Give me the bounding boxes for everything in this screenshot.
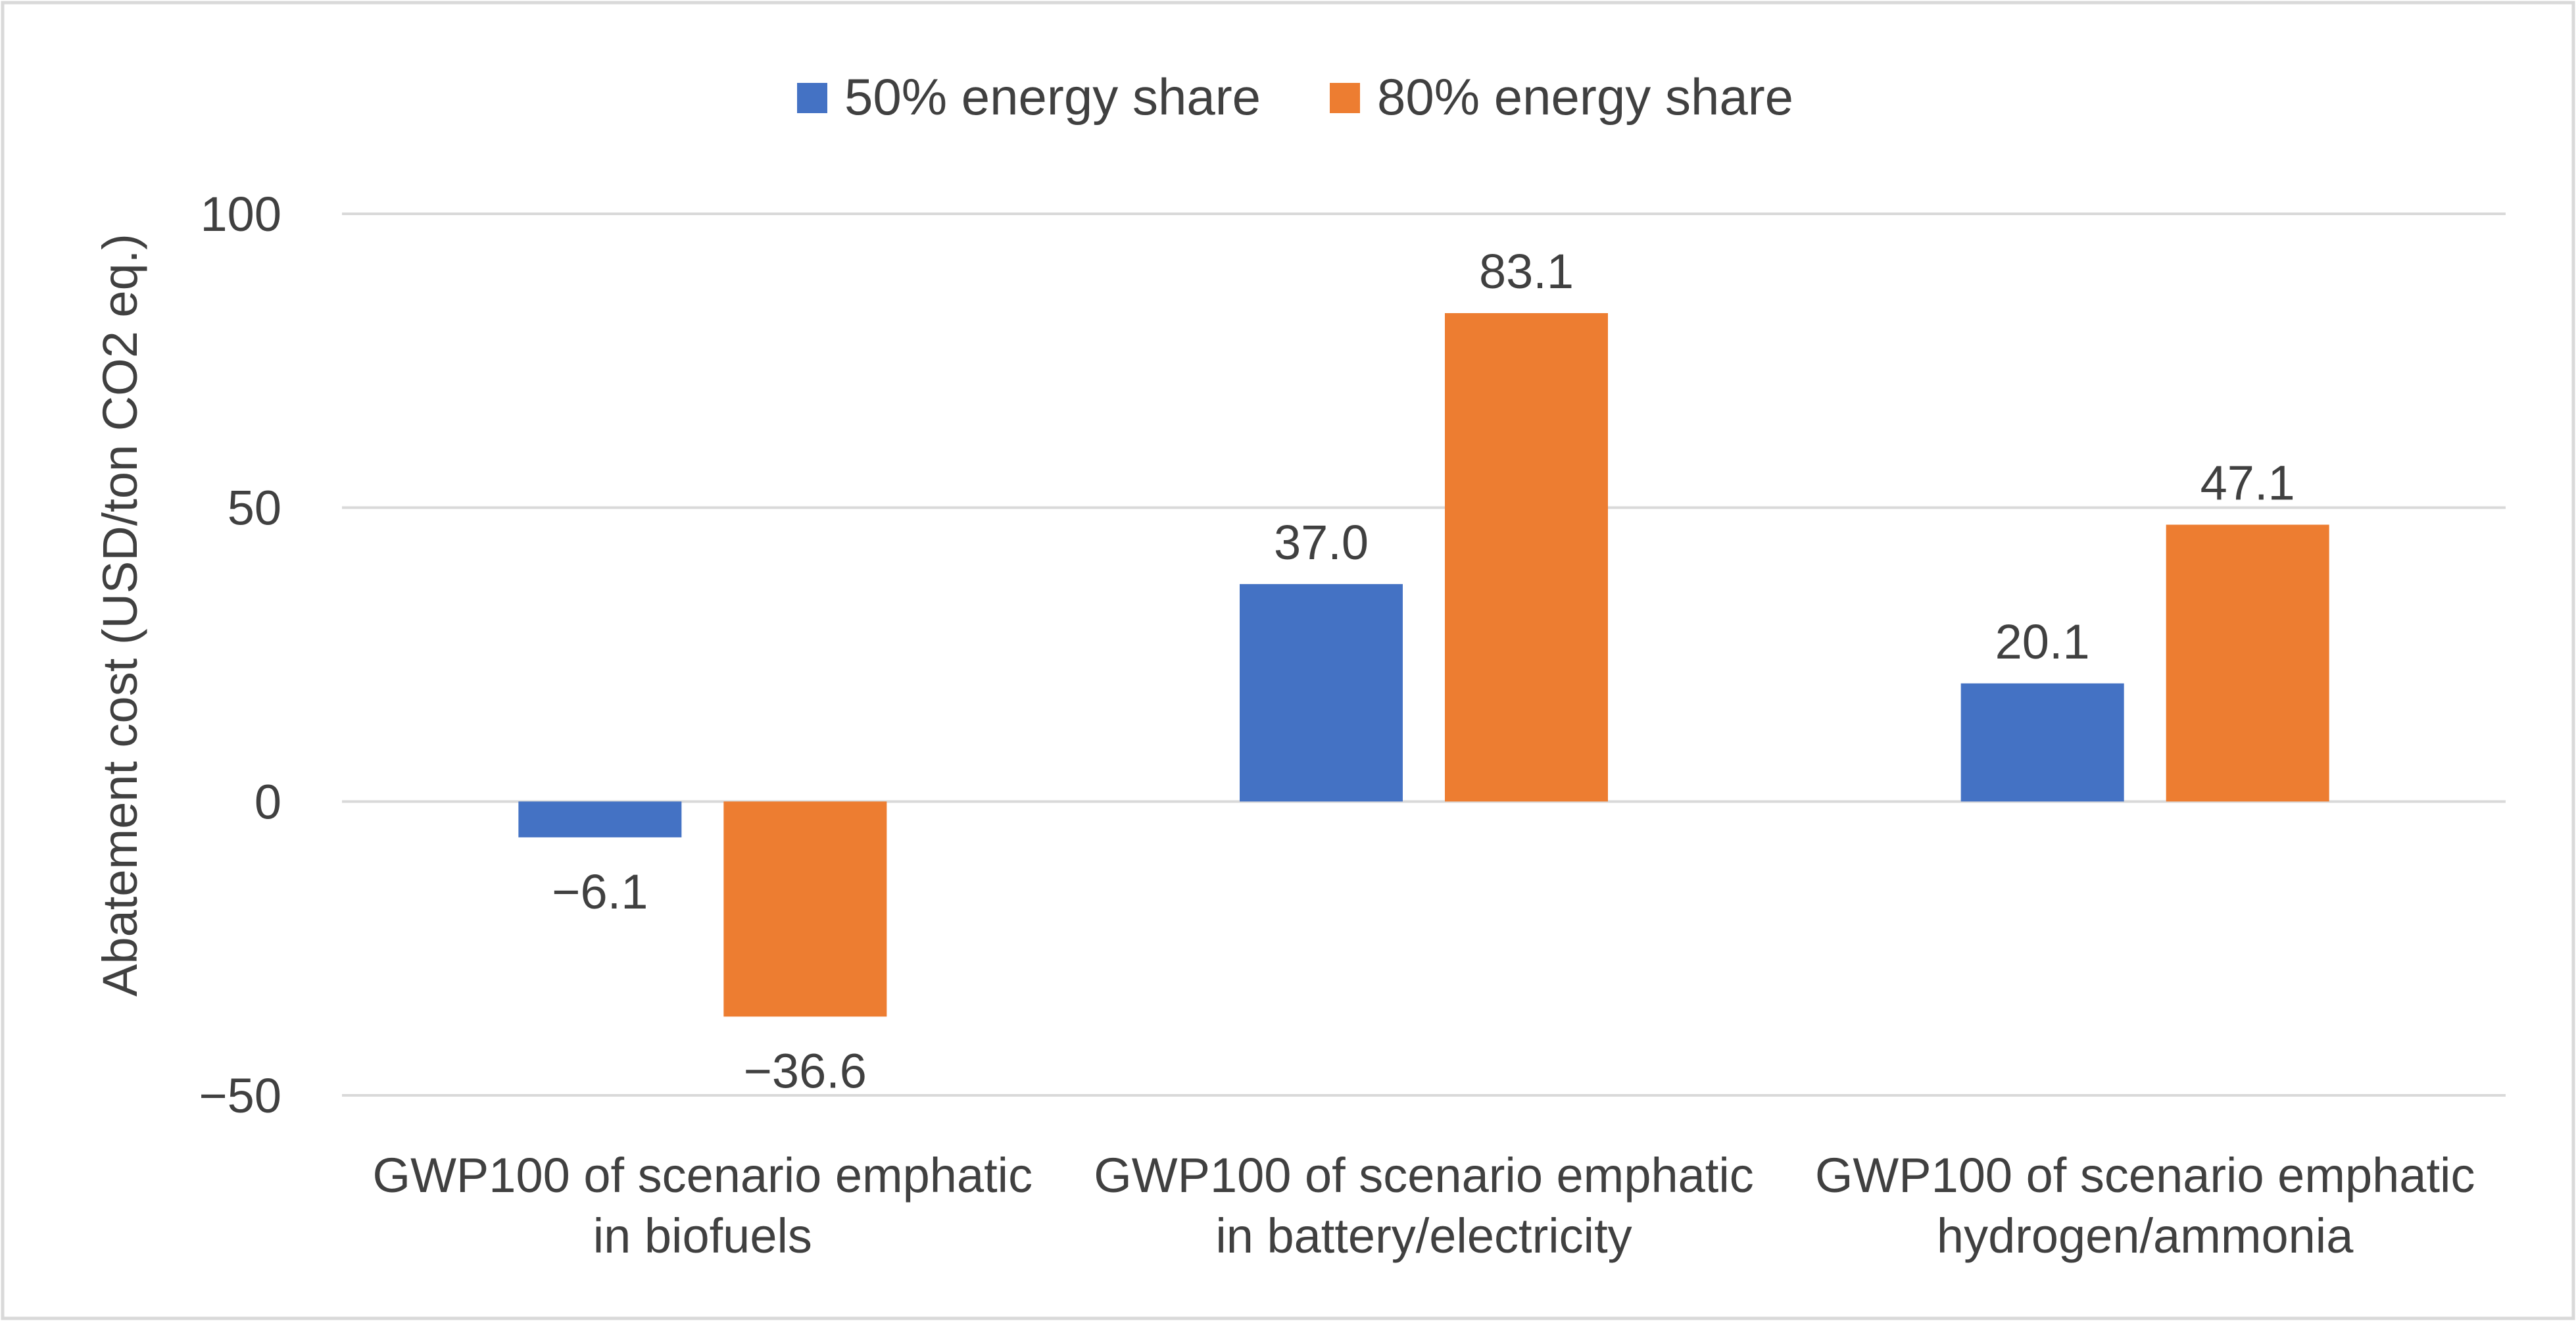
y-tick-label: −50	[199, 1068, 281, 1123]
data-label: 47.1	[2200, 456, 2295, 511]
legend-label: 80% energy share	[1377, 68, 1793, 126]
y-tick-label: 50	[228, 481, 281, 536]
bar	[2166, 524, 2329, 802]
data-label: 20.1	[1995, 614, 2090, 669]
x-category-label: GWP100 of scenario emphatic in biofuels	[373, 1148, 1033, 1263]
data-labels: −6.1 −36.6 37.0 83.1 20.1 47.1	[552, 244, 2295, 1098]
bar	[518, 801, 682, 837]
data-label: −6.1	[552, 864, 648, 919]
x-axis-categories: GWP100 of scenario emphatic in biofuels GW…	[373, 1148, 2475, 1263]
y-axis-title: Abatement cost (USD/ton CO2 eq.)	[93, 234, 147, 997]
data-label: 83.1	[1479, 244, 1574, 299]
legend-swatch	[797, 83, 827, 113]
gridlines	[342, 212, 2506, 1097]
legend-label: 50% energy share	[844, 68, 1261, 126]
bar	[1445, 312, 1608, 802]
y-tick-label: 100	[201, 187, 281, 241]
data-label: 37.0	[1274, 515, 1369, 570]
legend: 50% energy share 80% energy share	[797, 68, 1793, 126]
bar	[1240, 584, 1403, 802]
legend-swatch	[1330, 83, 1360, 113]
x-category-label: GWP100 of scenario emphatic hydrogen/ammo…	[1815, 1148, 2475, 1263]
bars	[518, 312, 2329, 1017]
x-category-label: GWP100 of scenario emphatic in battery/el…	[1094, 1148, 1754, 1263]
bar	[1960, 683, 2124, 802]
y-tick-label: 0	[255, 774, 281, 829]
y-axis-ticks: 100 50 0 −50	[199, 187, 281, 1123]
bar	[723, 801, 887, 1017]
data-label: −36.6	[744, 1043, 867, 1098]
